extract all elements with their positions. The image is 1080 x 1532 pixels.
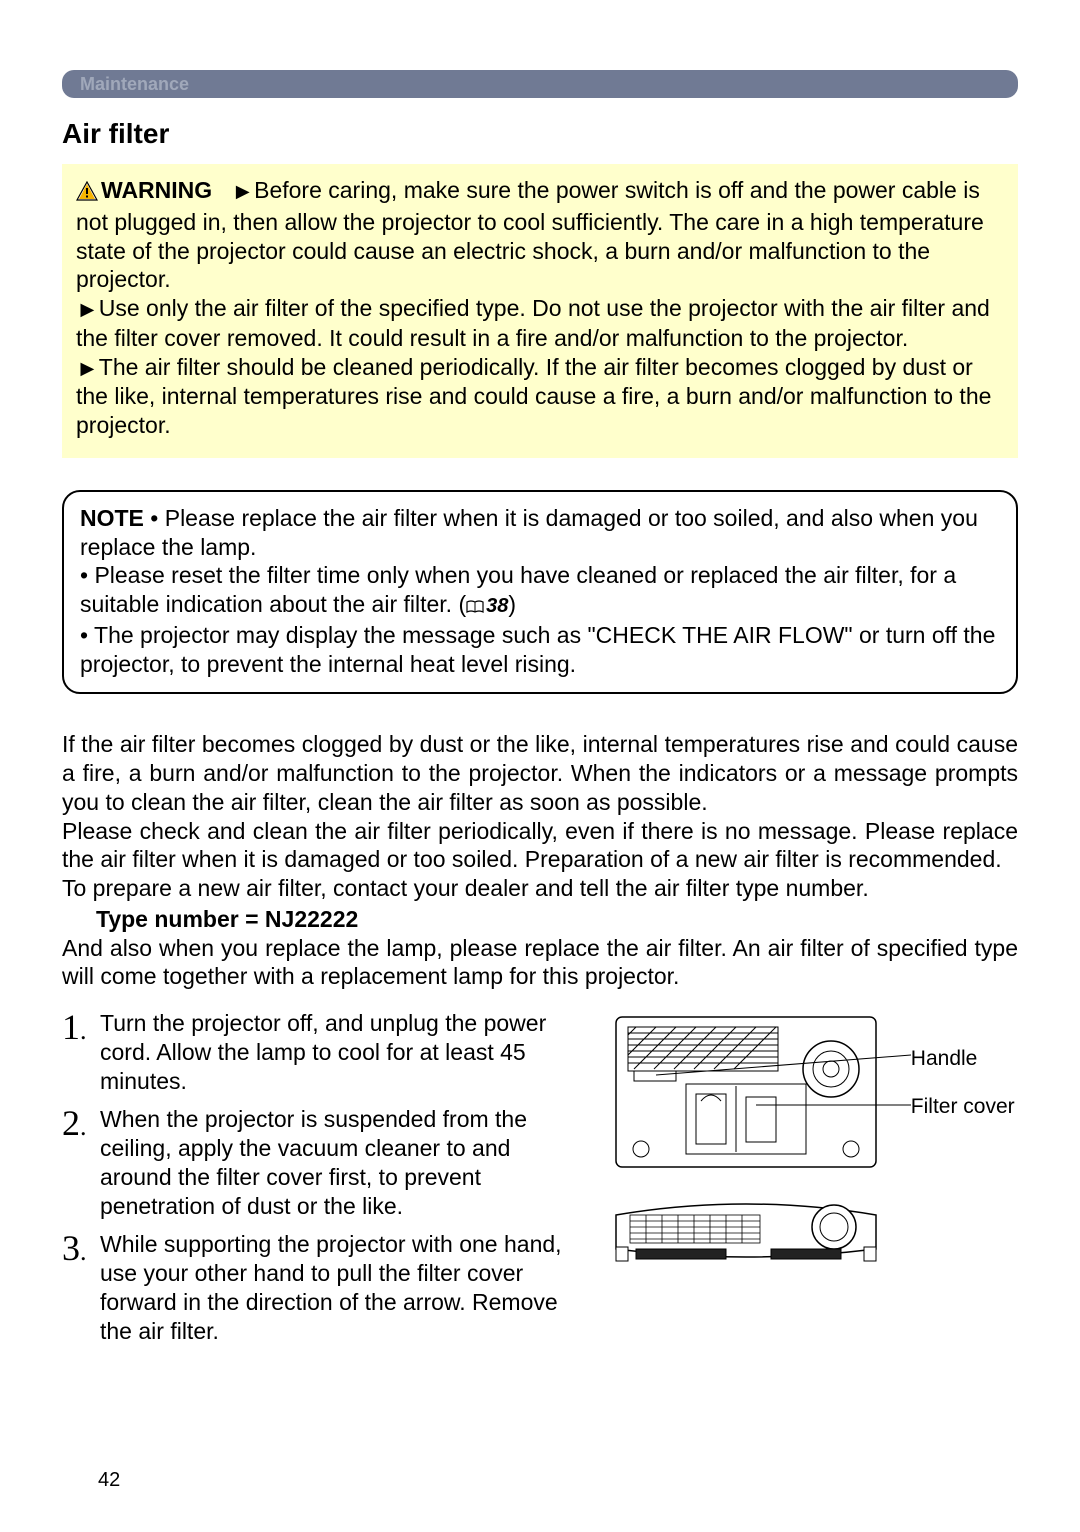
figure-label-filter-cover: Filter cover	[911, 1095, 1015, 1119]
note-box: NOTE • Please replace the air filter whe…	[62, 490, 1018, 695]
step-3: 3. While supporting the projector with o…	[62, 1230, 588, 1345]
page: Maintenance Air filter WARNING ►Before c…	[0, 0, 1080, 1532]
step-text: When the projector is suspended from the…	[100, 1105, 588, 1220]
body-text: If the air filter becomes clogged by dus…	[62, 730, 1018, 991]
step-number: 3.	[62, 1230, 100, 1345]
bullet-triangle-icon: ►	[76, 354, 99, 383]
body-p3: To prepare a new air filter, contact you…	[62, 874, 1018, 903]
warning-label: WARNING	[101, 177, 212, 203]
page-title: Air filter	[62, 118, 1018, 150]
body-p2: Please check and clean the air filter pe…	[62, 817, 1018, 875]
figure: Handle Filter cover	[588, 1009, 1018, 1355]
warning-p1: Before caring, make sure the power switc…	[76, 177, 984, 292]
warning-box: WARNING ►Before caring, make sure the po…	[62, 164, 1018, 458]
step-number: 1.	[62, 1009, 100, 1095]
body-p1: If the air filter becomes clogged by dus…	[62, 730, 1018, 816]
note-ref: 38	[486, 595, 508, 617]
step-text: While supporting the projector with one …	[100, 1230, 588, 1345]
book-icon	[466, 592, 484, 621]
warning-p3: The air filter should be cleaned periodi…	[76, 354, 991, 439]
note-b3: • The projector may display the message …	[80, 622, 995, 677]
section-header-label: Maintenance	[80, 74, 189, 95]
body-p4: And also when you replace the lamp, plea…	[62, 934, 1018, 992]
note-b2b: )	[508, 591, 516, 617]
warning-p2: Use only the air filter of the specified…	[76, 295, 990, 351]
steps-list: 1. Turn the projector off, and unplug th…	[62, 1009, 588, 1355]
page-number: 42	[98, 1469, 120, 1492]
step-text: Turn the projector off, and unplug the p…	[100, 1009, 588, 1095]
bullet-triangle-icon: ►	[76, 295, 99, 324]
warning-icon	[76, 179, 98, 208]
step-1: 1. Turn the projector off, and unplug th…	[62, 1009, 588, 1095]
step-2: 2. When the projector is suspended from …	[62, 1105, 588, 1220]
step-number: 2.	[62, 1105, 100, 1220]
steps-and-figure: 1. Turn the projector off, and unplug th…	[62, 1009, 1018, 1355]
figure-label-handle: Handle	[911, 1047, 978, 1071]
note-b1: • Please replace the air filter when it …	[80, 505, 978, 560]
note-b2a: • Please reset the filter time only when…	[80, 562, 956, 617]
note-label: NOTE	[80, 505, 144, 531]
type-number: Type number = NJ22222	[62, 905, 1018, 934]
bullet-triangle-icon: ►	[231, 177, 254, 206]
section-header: Maintenance	[62, 70, 1018, 98]
